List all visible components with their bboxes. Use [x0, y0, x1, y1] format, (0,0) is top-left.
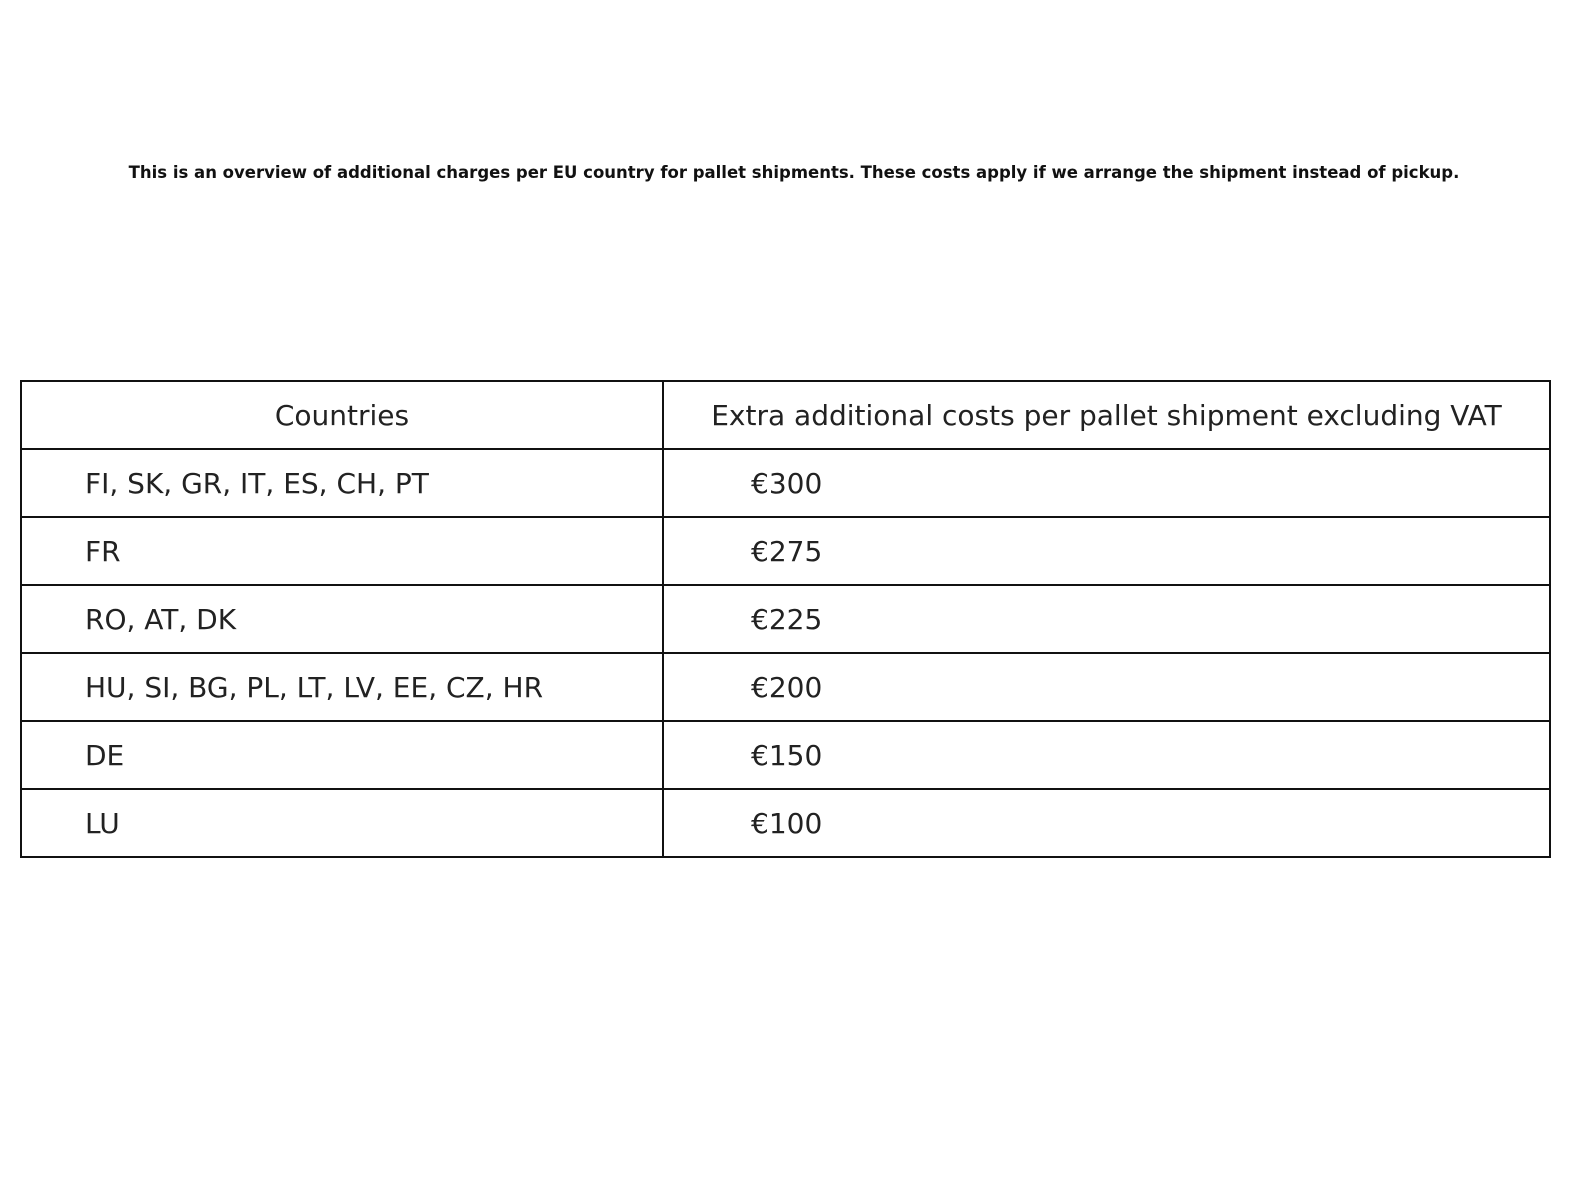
cost-cell: €225 — [662, 584, 1551, 654]
countries-cell: HU, SI, BG, PL, LT, LV, EE, CZ, HR — [20, 652, 664, 722]
table-row: FR €275 — [20, 516, 1551, 586]
cost-cell: €200 — [662, 652, 1551, 722]
table-row: LU €100 — [20, 788, 1551, 858]
cost-cell: €300 — [662, 448, 1551, 518]
countries-cell: DE — [20, 720, 664, 790]
pallet-costs-table: Countries Extra additional costs per pal… — [20, 380, 1551, 858]
table-row: FI, SK, GR, IT, ES, CH, PT €300 — [20, 448, 1551, 518]
cost-cell: €100 — [662, 788, 1551, 858]
table-row: RO, AT, DK €225 — [20, 584, 1551, 654]
table-row: DE €150 — [20, 720, 1551, 790]
countries-cell: FI, SK, GR, IT, ES, CH, PT — [20, 448, 664, 518]
header-costs: Extra additional costs per pallet shipme… — [662, 380, 1551, 450]
countries-cell: RO, AT, DK — [20, 584, 664, 654]
cost-cell: €150 — [662, 720, 1551, 790]
countries-cell: FR — [20, 516, 664, 586]
countries-cell: LU — [20, 788, 664, 858]
intro-text: This is an overview of additional charge… — [128, 163, 1460, 182]
table-row: HU, SI, BG, PL, LT, LV, EE, CZ, HR €200 — [20, 652, 1551, 722]
header-countries: Countries — [20, 380, 664, 450]
cost-cell: €275 — [662, 516, 1551, 586]
table-header-row: Countries Extra additional costs per pal… — [20, 380, 1551, 450]
